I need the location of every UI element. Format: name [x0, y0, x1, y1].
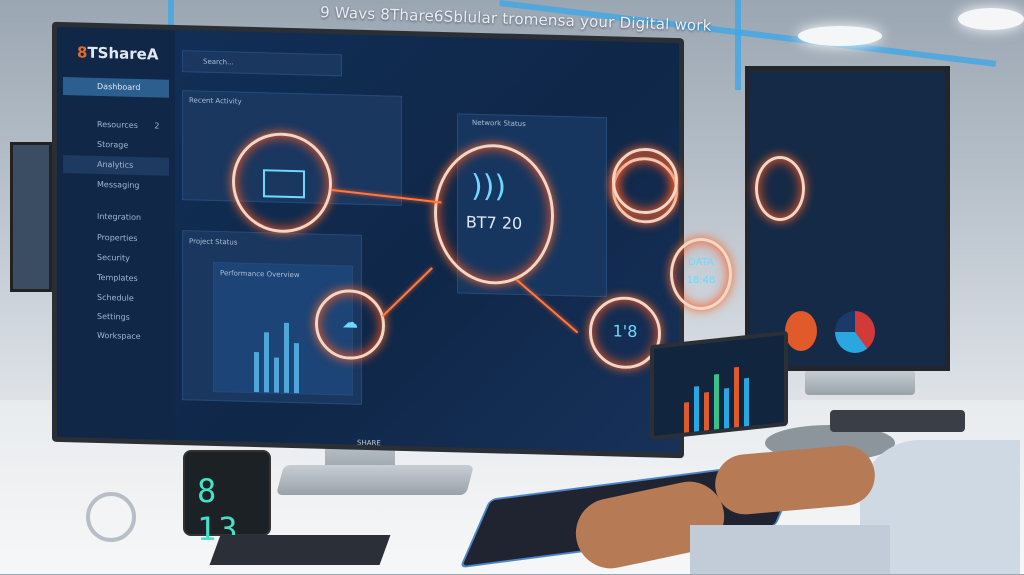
floating-data-ring: DATA 18:48	[670, 238, 732, 310]
document-icon	[263, 169, 305, 199]
second-monitor	[745, 66, 950, 371]
sidebar: 8TShareA Dashboard Resources 2 Storage A…	[57, 26, 175, 440]
sidebar-item-integration[interactable]: Integration	[97, 211, 142, 223]
sidebar-item-properties[interactable]: Properties	[97, 232, 138, 243]
sidebar-item-analytics[interactable]: Analytics	[63, 155, 169, 176]
wall-light-strip	[168, 0, 174, 40]
sidebar-item-schedule[interactable]: Schedule	[97, 292, 134, 303]
sidebar-item-workspace[interactable]: Workspace	[97, 330, 141, 342]
app-screen: 8TShareA Dashboard Resources 2 Storage A…	[57, 26, 679, 454]
count-badge: 2	[154, 121, 160, 131]
notepad	[209, 535, 391, 565]
pie-chart	[835, 311, 875, 353]
monitor-brand: SHARE	[357, 438, 381, 448]
app-logo: 8TShareA	[77, 43, 159, 64]
central-readout: BT7 20	[465, 212, 523, 234]
analog-clock	[86, 492, 136, 542]
ring-label: DATA	[688, 257, 714, 268]
keyboard-secondary	[830, 410, 965, 432]
wifi-icon: )))	[471, 168, 507, 205]
sidebar-item-settings[interactable]: Settings	[97, 311, 130, 322]
wall-light-strip	[735, 0, 741, 90]
person-sleeve	[690, 525, 890, 574]
tablet-chart	[650, 330, 788, 441]
monitor-base	[275, 465, 475, 495]
cloud-upload-ring[interactable]: ☁	[315, 288, 385, 361]
pie-chart	[785, 311, 817, 351]
ring-value: 18:48	[686, 275, 716, 286]
ceiling-lamp	[798, 26, 882, 46]
digital-clock: 8 13	[183, 450, 271, 548]
floating-gauge-ring	[612, 148, 678, 214]
stat-value: 1'8	[612, 321, 638, 342]
secondary-ring	[755, 156, 805, 221]
ceiling-lamp	[958, 8, 1024, 30]
sidebar-item-resources[interactable]: Resources 2	[97, 119, 160, 131]
main-monitor: 8TShareA Dashboard Resources 2 Storage A…	[52, 21, 684, 459]
background-screen	[10, 142, 52, 292]
second-monitor-stand	[805, 370, 915, 395]
cloud-icon: ☁	[342, 312, 358, 332]
sidebar-item-storage[interactable]: Storage	[97, 139, 129, 150]
sidebar-item-security[interactable]: Security	[97, 252, 130, 263]
search-bar[interactable]: Search...	[182, 50, 342, 77]
sidebar-item-dashboard[interactable]: Dashboard	[63, 77, 169, 98]
sidebar-item-messaging[interactable]: Messaging	[97, 179, 140, 191]
sidebar-item-templates[interactable]: Templates	[97, 272, 138, 283]
